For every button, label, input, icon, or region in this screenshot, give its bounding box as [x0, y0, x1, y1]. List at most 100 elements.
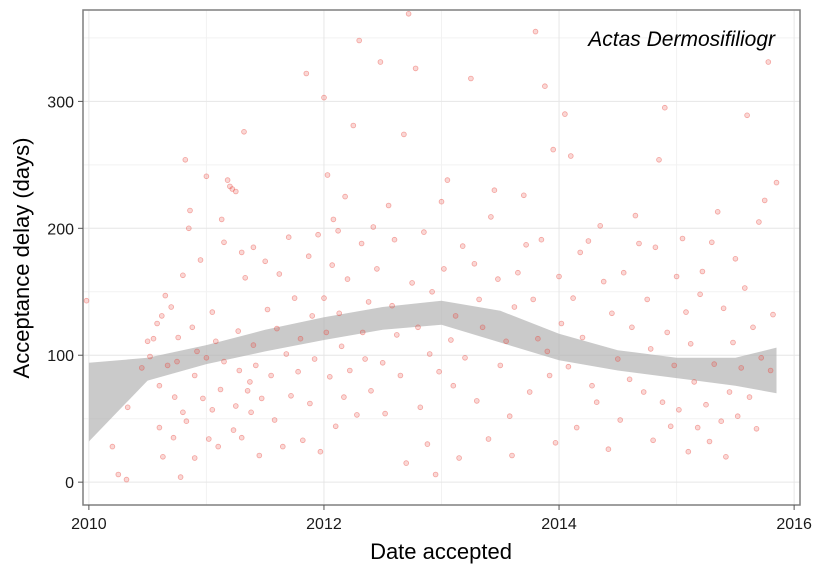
data-point [221, 239, 227, 246]
data-point [401, 131, 407, 138]
data-point [368, 387, 374, 394]
data-point [299, 437, 306, 444]
data-point [156, 424, 163, 431]
data-point [235, 328, 242, 334]
data-point [382, 410, 388, 417]
data-point [756, 219, 762, 225]
data-point [164, 362, 171, 369]
data-point [538, 236, 545, 243]
data-point [694, 424, 701, 431]
data-point [305, 253, 312, 260]
x-tick-label: 2014 [541, 516, 577, 533]
data-point [426, 351, 433, 357]
data-point [679, 235, 686, 242]
data-point [268, 372, 274, 379]
data-point [535, 335, 541, 342]
data-point [194, 348, 200, 355]
data-point [456, 455, 462, 461]
data-point [321, 94, 327, 101]
data-point [109, 443, 116, 450]
data-point [629, 324, 635, 331]
data-point [644, 296, 650, 303]
data-point [685, 448, 692, 455]
data-point [332, 423, 339, 430]
data-point [295, 368, 301, 375]
data-point [687, 340, 694, 347]
data-point [726, 389, 733, 395]
data-point [209, 406, 216, 413]
data-point [706, 438, 713, 445]
data-point [250, 244, 257, 251]
data-point [385, 202, 392, 209]
data-point [620, 269, 627, 276]
data-point [303, 70, 310, 77]
data-point [274, 325, 280, 332]
data-point [683, 309, 689, 315]
data-point [711, 361, 717, 367]
data-point [636, 240, 642, 247]
data-point [291, 295, 298, 301]
data-point [750, 324, 756, 331]
data-point [650, 437, 656, 444]
data-point [209, 309, 216, 315]
data-point [248, 409, 254, 416]
data-point [491, 187, 498, 194]
data-point [356, 37, 363, 44]
y-tick-label: 200 [47, 221, 74, 238]
data-point [647, 346, 654, 352]
data-point [441, 266, 447, 272]
data-point [412, 65, 419, 72]
data-point [244, 387, 251, 394]
data-point [421, 229, 427, 235]
data-point [429, 288, 435, 295]
data-point [182, 157, 189, 163]
data-point [567, 153, 574, 159]
data-point [459, 243, 466, 249]
data-point [671, 362, 677, 369]
data-point [397, 372, 404, 379]
data-point [238, 434, 245, 441]
data-point [180, 409, 186, 416]
data-point [405, 10, 412, 17]
data-point [488, 214, 494, 220]
data-point [652, 244, 659, 251]
data-point [744, 112, 750, 119]
x-tick-label: 2016 [776, 516, 812, 533]
data-point [515, 269, 521, 276]
data-point [362, 356, 368, 362]
data-point [506, 413, 513, 420]
data-point [632, 212, 639, 219]
data-point [565, 363, 572, 370]
data-point [770, 311, 776, 318]
data-point [626, 376, 633, 383]
data-point [342, 193, 348, 200]
data-point [344, 276, 351, 282]
data-point [229, 186, 236, 192]
data-point [379, 359, 386, 366]
data-point [556, 273, 562, 280]
data-point [585, 238, 592, 244]
data-point [526, 389, 533, 395]
data-point [448, 337, 454, 343]
data-point [708, 239, 715, 246]
data-point [377, 59, 384, 65]
data-point [558, 320, 565, 327]
data-point [227, 183, 233, 190]
data-point [767, 367, 774, 374]
data-point [403, 460, 410, 466]
data-point [609, 310, 615, 317]
data-point [365, 299, 372, 305]
data-point [552, 439, 559, 446]
data-point [115, 471, 122, 478]
data-point [600, 278, 607, 285]
grid-major [83, 10, 800, 505]
data-point [753, 425, 760, 432]
data-point [765, 59, 772, 65]
data-point [183, 418, 190, 425]
x-tick-label: 2012 [306, 516, 342, 533]
data-point [523, 242, 529, 248]
y-tick-label: 300 [47, 94, 74, 111]
data-point [546, 372, 553, 379]
data-point [168, 304, 175, 310]
data-point [497, 362, 504, 369]
